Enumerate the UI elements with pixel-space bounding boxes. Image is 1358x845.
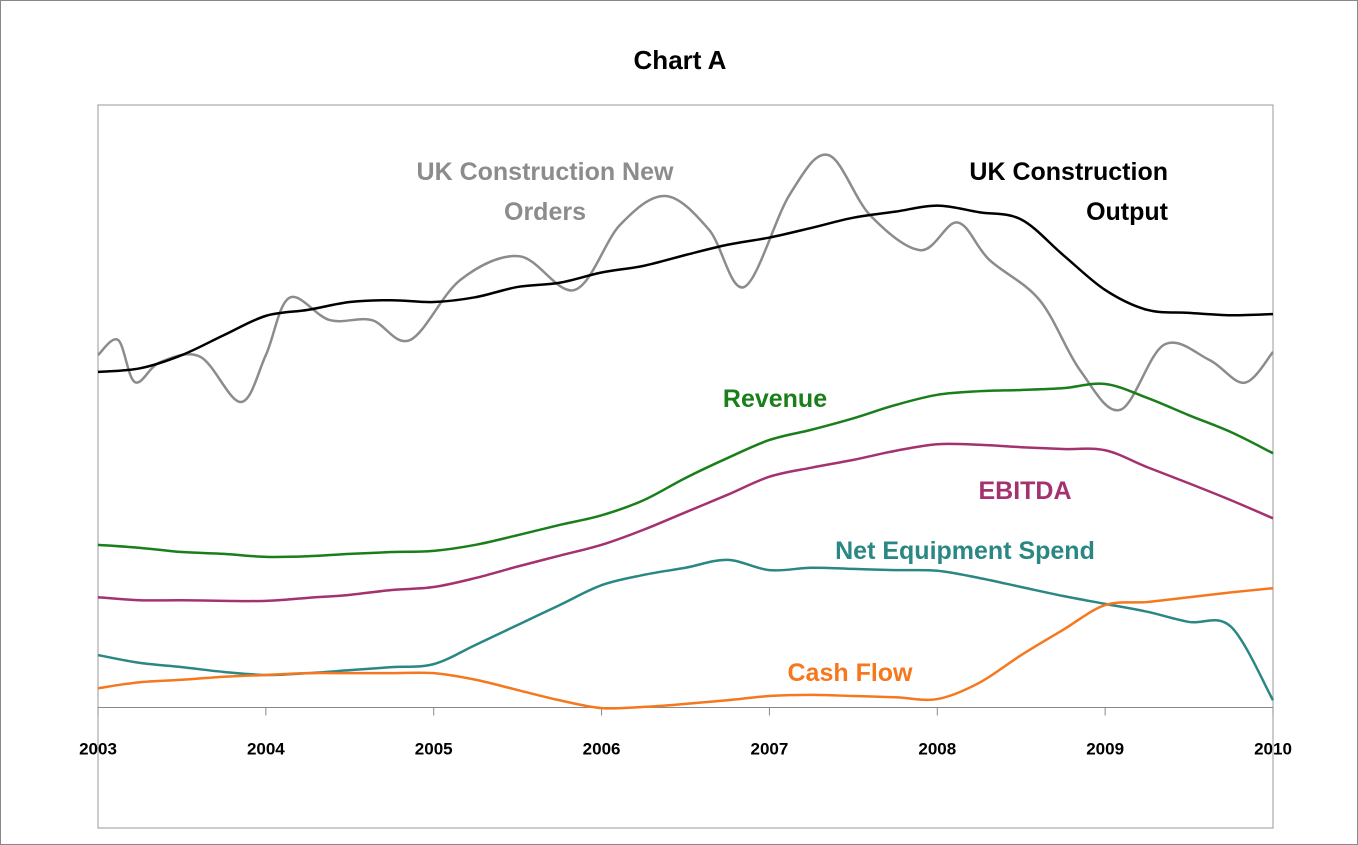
series-line <box>97 382 1274 559</box>
x-tick-label: 2005 <box>415 739 453 758</box>
series-label: EBITDA <box>978 477 1072 505</box>
series-label: Cash Flow <box>787 659 913 687</box>
series-label: UK Construction Output <box>969 158 1168 226</box>
x-tick-label: 2009 <box>1086 739 1124 758</box>
x-tick-label: 2008 <box>918 739 956 758</box>
series-label: Revenue <box>722 385 828 413</box>
chart-title: Chart A <box>634 45 727 75</box>
series-line <box>97 586 1274 710</box>
series-label: Net Equipment Spend <box>835 537 1095 565</box>
x-tick-label: 2004 <box>247 739 285 758</box>
series-line <box>97 442 1274 603</box>
plot-area <box>97 104 1274 829</box>
x-tick-label: 2007 <box>751 739 789 758</box>
x-tick-label: 2010 <box>1254 739 1292 758</box>
series-label: UK Construction New Orders <box>416 158 674 226</box>
series-line <box>97 153 1274 412</box>
x-tick-label: 2006 <box>583 739 621 758</box>
x-tick-label: 2003 <box>79 739 117 758</box>
series-line <box>97 204 1274 374</box>
